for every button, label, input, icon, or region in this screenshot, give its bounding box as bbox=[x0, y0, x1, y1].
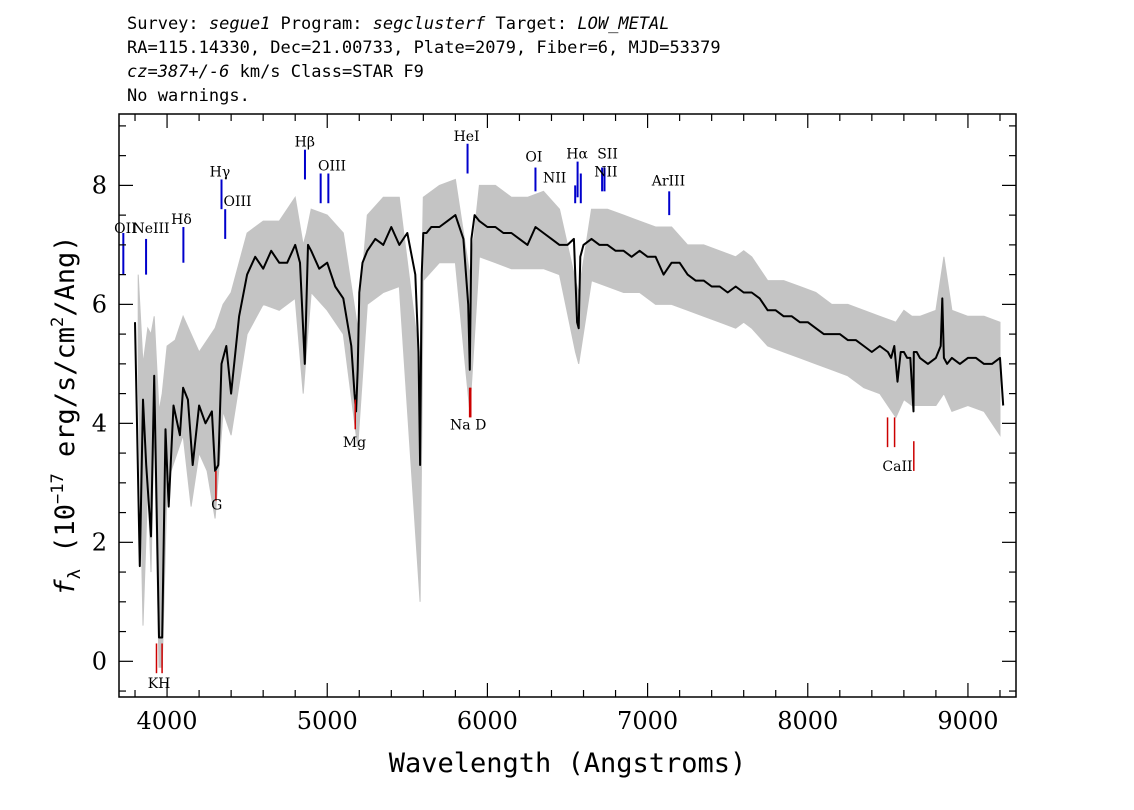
y-tick-label: 6 bbox=[92, 290, 107, 318]
ylabel-open: (10 bbox=[50, 504, 81, 569]
line-label-oiii: OIII bbox=[223, 194, 251, 210]
y-axis-label: fλ (10−17 erg/s/cm2/Ang) bbox=[48, 235, 85, 595]
y-tick-label: 4 bbox=[92, 409, 107, 437]
line-label-ariii: ArIII bbox=[651, 173, 685, 189]
error-band bbox=[137, 178, 1001, 668]
survey-label: Survey: bbox=[127, 14, 209, 34]
line-label-hdelta: Hδ bbox=[171, 212, 192, 228]
ylabel-sq: 2 bbox=[48, 317, 68, 327]
x-axis-label: Wavelength (Angstroms) bbox=[389, 748, 747, 779]
line-label-hei: HeI bbox=[454, 129, 480, 145]
line-label-g: G bbox=[211, 498, 222, 514]
ylabel-f: f bbox=[50, 579, 81, 596]
line-label-oii: OII bbox=[114, 221, 137, 237]
y-tick-label: 2 bbox=[92, 528, 107, 556]
line-label-halpha: Hα bbox=[566, 147, 588, 163]
line-label-sii: SII bbox=[597, 147, 618, 163]
line-label-hgamma: Hγ bbox=[210, 164, 231, 180]
program-label: Program: bbox=[270, 14, 373, 34]
redshift-value: cz=387+/-6 bbox=[127, 62, 230, 82]
plot-axes: 4000 5000 6000 7000 8000 9000 0 2 4 6 8 bbox=[92, 113, 1017, 735]
x-tick-label: 8000 bbox=[777, 707, 838, 735]
spectrum-header: Survey: segue1 Program: segclusterf Targ… bbox=[127, 12, 721, 108]
x-tick-label: 5000 bbox=[297, 707, 358, 735]
survey-value: segue1 bbox=[208, 14, 271, 34]
class-value: km/s Class=STAR F9 bbox=[229, 62, 424, 82]
line-label-kh: KH bbox=[148, 676, 171, 692]
line-label-nii_b: NII bbox=[594, 164, 617, 180]
spectrum-line bbox=[134, 214, 1005, 639]
x-tick-label: 9000 bbox=[937, 707, 998, 735]
x-tick-label: 6000 bbox=[457, 707, 518, 735]
line-label-oi: OI bbox=[525, 150, 542, 166]
line-label-caii: CaII bbox=[882, 459, 912, 475]
ylabel-mid: erg/s/cm bbox=[50, 327, 81, 473]
x-tick-label: 4000 bbox=[137, 707, 198, 735]
header-line-coords: RA=115.14330, Dec=21.00733, Plate=2079, … bbox=[127, 38, 721, 58]
line-label-oiii_b: OIII bbox=[318, 159, 346, 175]
target-value: LOW_METAL bbox=[577, 14, 670, 34]
plot-content bbox=[134, 178, 1005, 668]
header-line-redshift: cz=387+/-6 km/s Class=STAR F9 bbox=[127, 60, 721, 84]
line-label-mg: Mg bbox=[343, 435, 366, 451]
line-label-nad: Na D bbox=[450, 417, 486, 433]
x-tick-label: 7000 bbox=[617, 707, 678, 735]
program-value: segclusterf bbox=[372, 14, 486, 34]
ylabel-close: /Ang) bbox=[50, 235, 81, 316]
header-line-survey: Survey: segue1 Program: segclusterf Targ… bbox=[127, 12, 721, 36]
ylabel-lambda: λ bbox=[65, 569, 85, 579]
header-line-warnings: No warnings. bbox=[127, 86, 250, 106]
ylabel-exp: −17 bbox=[48, 473, 68, 504]
y-tick-label: 8 bbox=[92, 171, 107, 199]
line-label-hbeta: Hβ bbox=[295, 135, 315, 151]
target-label: Target: bbox=[485, 14, 578, 34]
y-tick-label: 0 bbox=[92, 647, 107, 675]
line-label-neiii: NeIII bbox=[132, 221, 169, 237]
line-label-nii: NII bbox=[543, 170, 566, 186]
plot-frame bbox=[118, 113, 1017, 698]
